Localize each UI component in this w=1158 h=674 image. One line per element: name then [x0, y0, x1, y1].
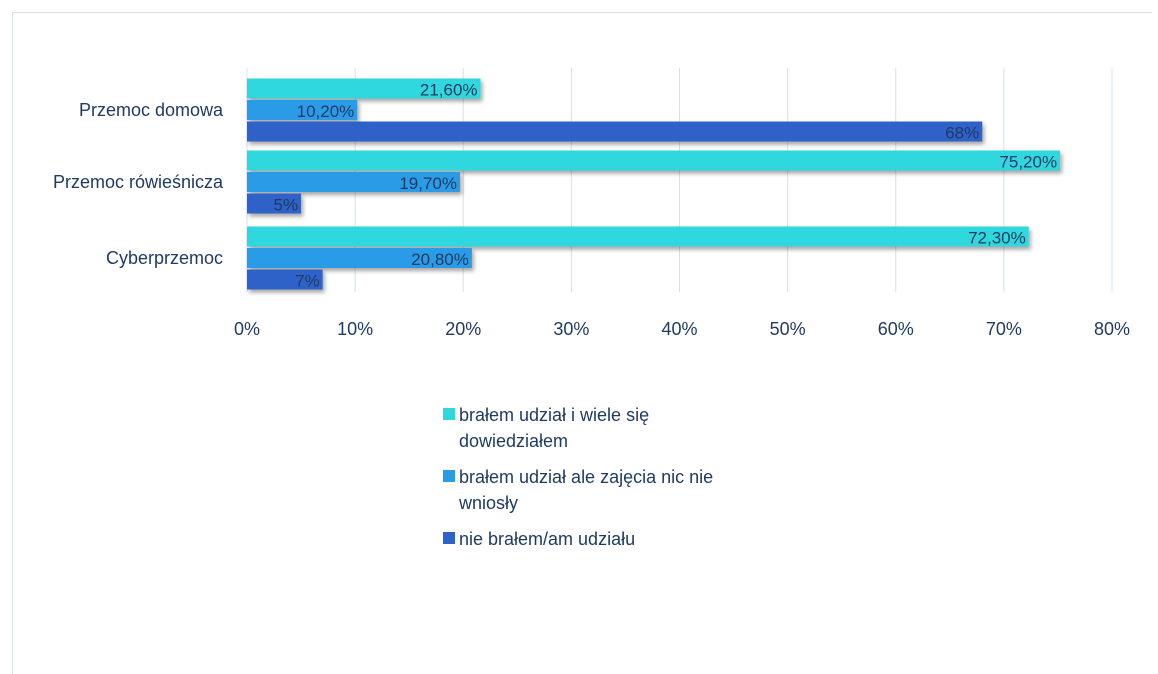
- bar-0-0: [247, 78, 481, 99]
- legend: brałem udział i wiele się dowiedziałem b…: [443, 402, 763, 562]
- legend-label-1: brałem udział ale zajęcia nic nie wniosł…: [459, 467, 714, 513]
- bar-2-0: [247, 121, 983, 142]
- labels: 0% 10% 20% 30% 40% 50% 60% 70% 80% Przemoc domowa…: [53, 81, 1130, 340]
- legend-swatch-1: [443, 470, 455, 482]
- category-label-1: Przemoc rówieśnicza: [53, 172, 224, 192]
- category-label-0: Przemoc domowa: [79, 100, 224, 120]
- x-tick-label-0: 0%: [234, 319, 260, 339]
- data-label-1-1: 19,70%: [399, 174, 457, 193]
- bar-0-2: [247, 226, 1029, 247]
- x-tick-label-5: 50%: [770, 319, 806, 339]
- x-tick-label-7: 70%: [986, 319, 1022, 339]
- data-label-2-2: 7%: [295, 272, 320, 291]
- x-tick-label-3: 30%: [553, 319, 589, 339]
- bar-0-1: [247, 150, 1061, 171]
- bar-1-2: [247, 248, 472, 268]
- data-label-2-1: 5%: [273, 196, 298, 215]
- data-label-0-1: 75,20%: [999, 153, 1057, 172]
- x-tick-label-6: 60%: [878, 319, 914, 339]
- legend-swatch-2: [443, 532, 455, 544]
- category-label-2: Cyberprzemoc: [106, 248, 223, 268]
- legend-item-1: brałem udział ale zajęcia nic nie wniosł…: [443, 464, 763, 516]
- data-label-0-0: 21,60%: [420, 81, 478, 100]
- bar-2-1: [247, 193, 302, 214]
- x-tick-label-4: 40%: [661, 319, 697, 339]
- bars: [247, 78, 1061, 290]
- legend-label-0: brałem udział i wiele się dowiedziałem: [459, 405, 650, 451]
- legend-label-2: nie brałem/am udziału: [459, 529, 636, 549]
- bar-1-0: [247, 100, 358, 120]
- legend-swatch-0: [443, 408, 455, 420]
- x-tick-label-2: 20%: [445, 319, 481, 339]
- legend-item-0: brałem udział i wiele się dowiedziałem: [443, 402, 763, 454]
- data-label-2-0: 68%: [945, 124, 979, 143]
- data-label-1-0: 10,20%: [297, 102, 355, 121]
- legend-item-2: nie brałem/am udziału: [443, 526, 763, 552]
- x-tick-label-8: 80%: [1094, 319, 1130, 339]
- bar-2-2: [247, 269, 323, 290]
- bar-1-1: [247, 172, 461, 192]
- x-tick-label-1: 10%: [337, 319, 373, 339]
- chart-frame: [12, 12, 1152, 674]
- data-label-0-2: 72,30%: [968, 229, 1026, 248]
- data-label-1-2: 20,80%: [411, 250, 469, 269]
